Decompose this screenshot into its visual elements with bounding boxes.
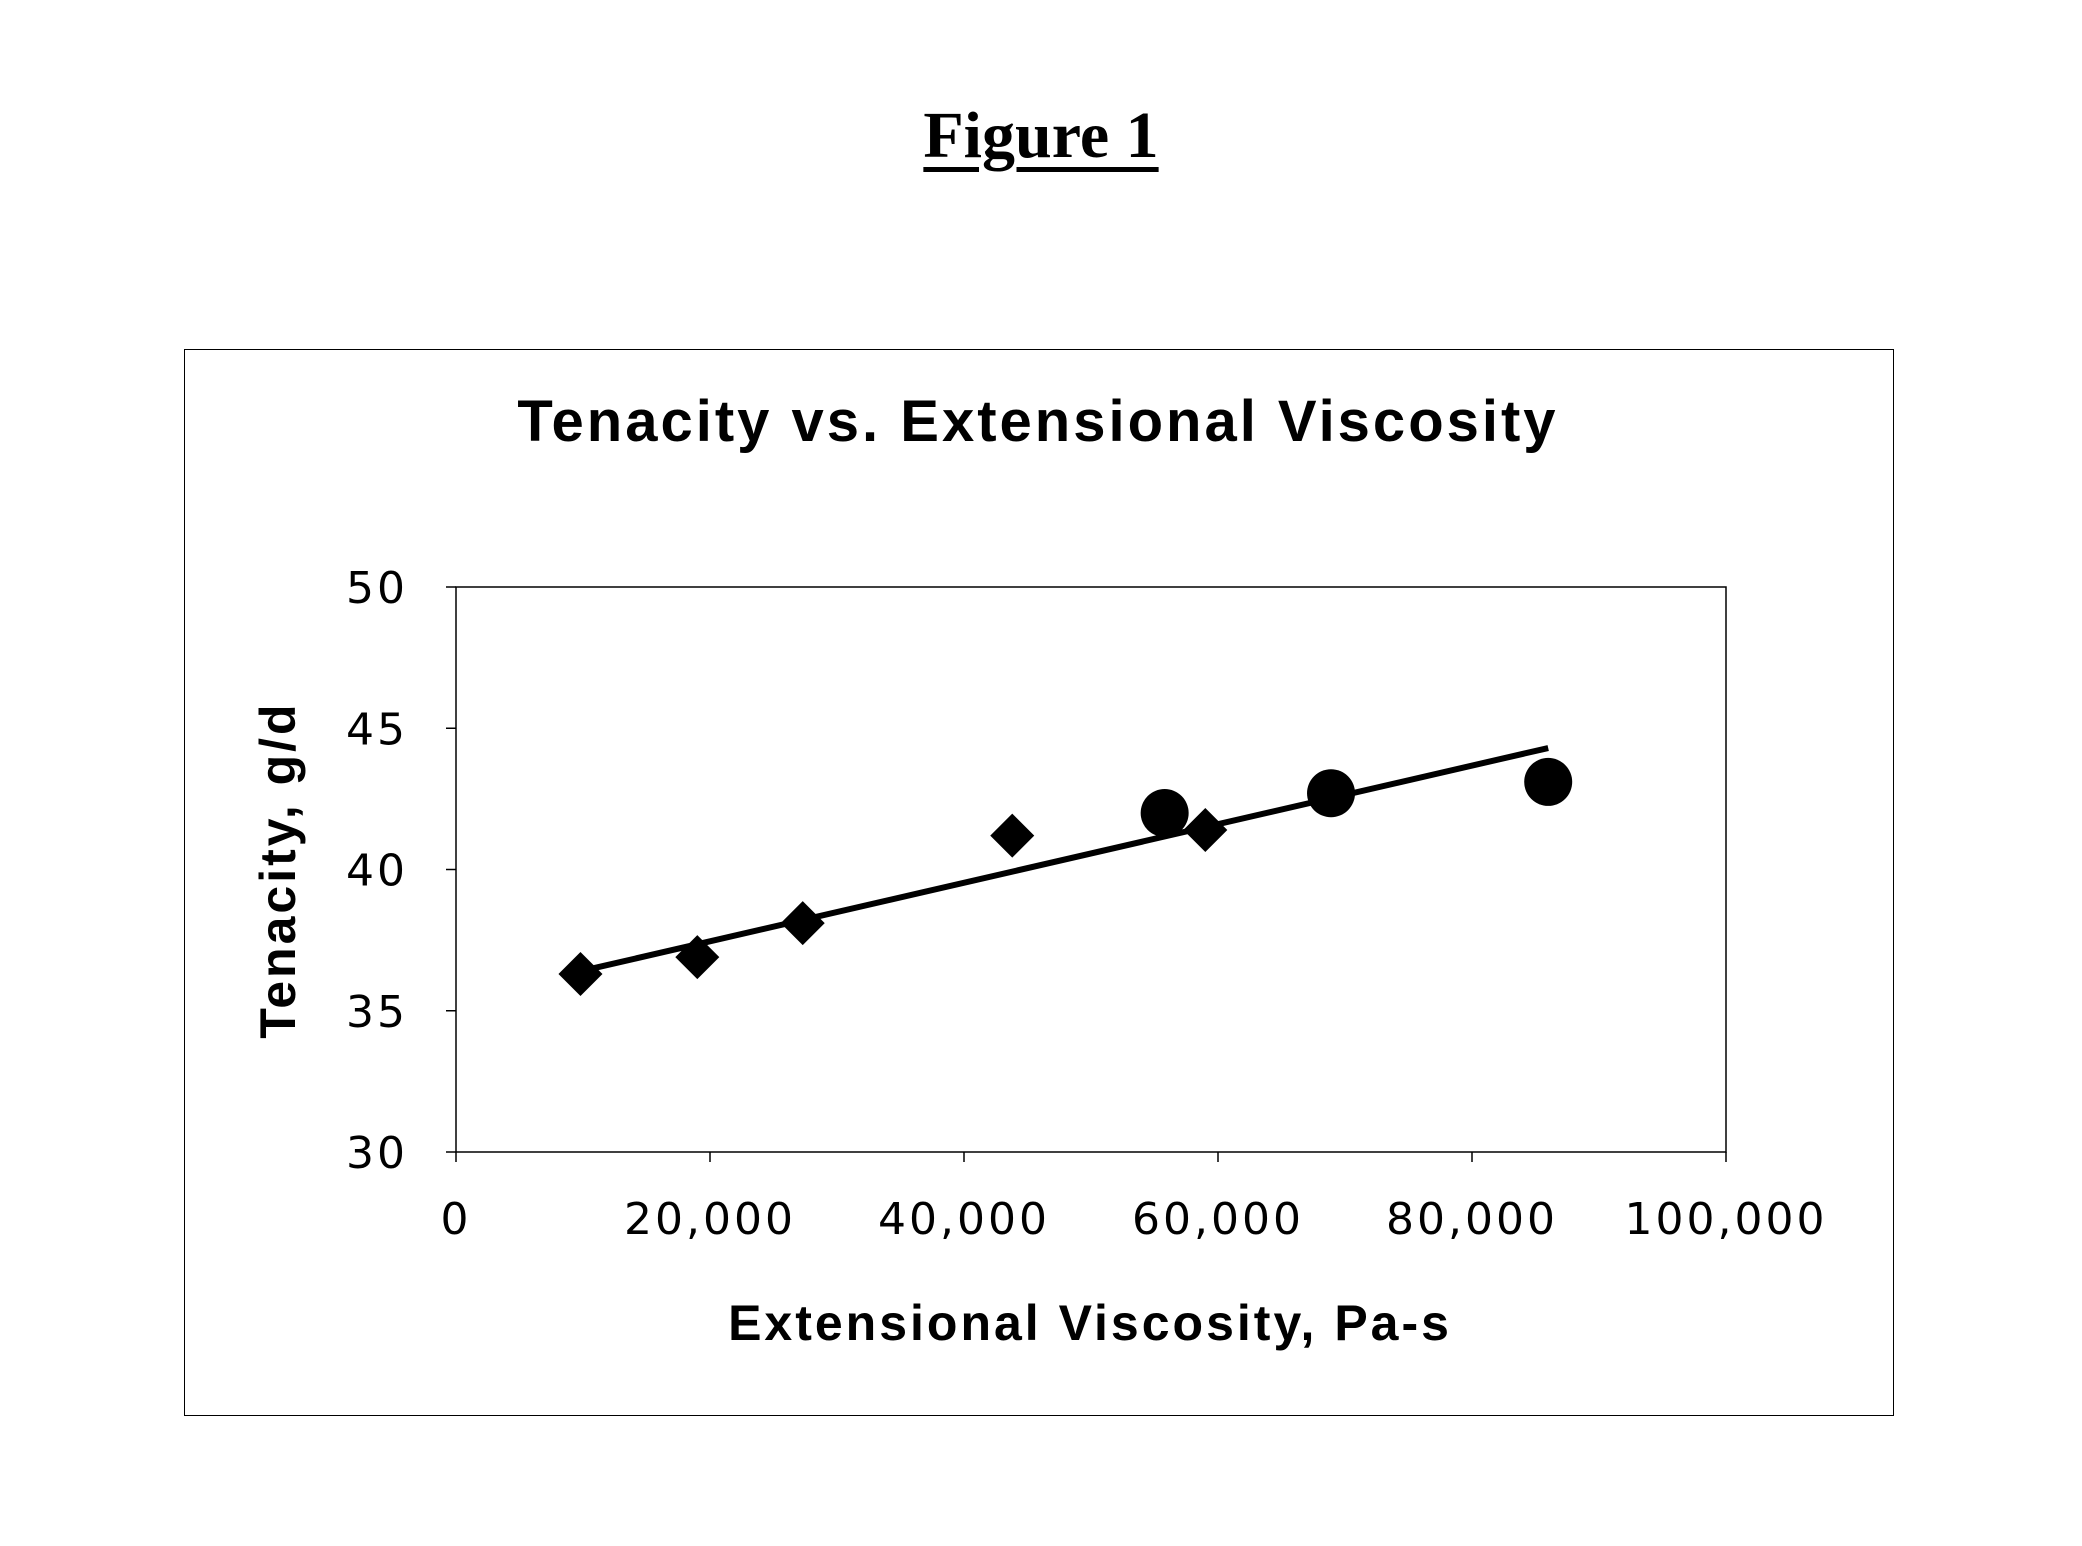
circle-point bbox=[1524, 758, 1572, 806]
diamond-point bbox=[1183, 808, 1227, 852]
x-tick-label: 60,000 bbox=[1132, 1194, 1304, 1245]
x-tick-label: 40,000 bbox=[878, 1194, 1050, 1245]
y-tick-label: 30 bbox=[346, 1128, 408, 1179]
y-tick-label: 50 bbox=[346, 563, 408, 614]
diamond-point bbox=[990, 814, 1034, 858]
y-tick-label: 35 bbox=[346, 987, 408, 1038]
y-axis-label: Tenacity, g/d bbox=[250, 701, 306, 1038]
diamond-point bbox=[781, 901, 825, 945]
x-tick-label: 0 bbox=[441, 1194, 472, 1245]
x-tick-label: 100,000 bbox=[1625, 1194, 1828, 1245]
circle-point bbox=[1141, 789, 1189, 837]
circle-point bbox=[1307, 769, 1355, 817]
x-tick-label: 20,000 bbox=[624, 1194, 796, 1245]
y-tick-label: 40 bbox=[346, 846, 408, 897]
y-tick-label: 45 bbox=[346, 704, 408, 755]
diamond-point bbox=[558, 952, 602, 996]
x-tick-label: 80,000 bbox=[1386, 1194, 1558, 1245]
trendline bbox=[580, 748, 1548, 971]
plot-area bbox=[456, 587, 1726, 1152]
chart-title: Tenacity vs. Extensional Viscosity bbox=[517, 389, 1558, 454]
x-axis-label: Extensional Viscosity, Pa-s bbox=[728, 1295, 1452, 1351]
